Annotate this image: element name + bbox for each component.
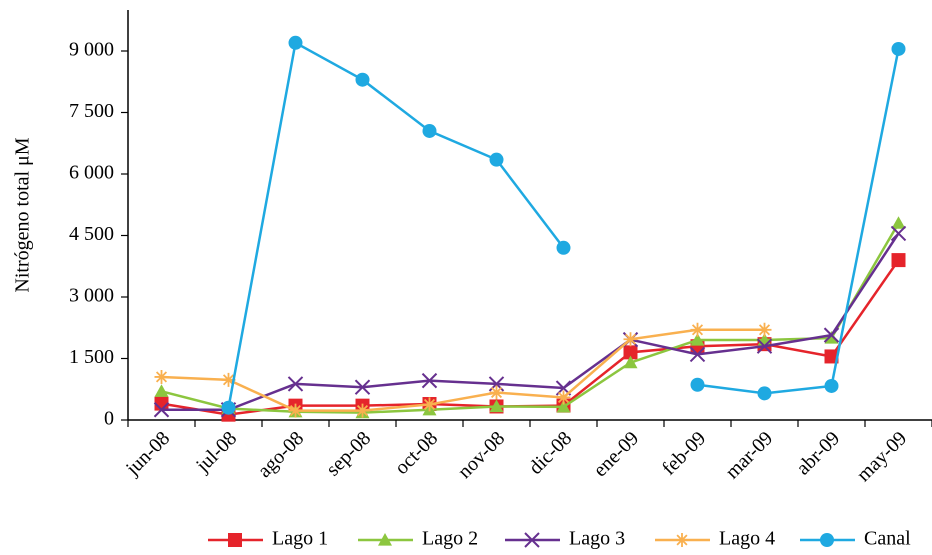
marker: [690, 333, 705, 346]
marker: [623, 355, 638, 369]
x-tick-label: oct-08: [391, 427, 443, 479]
marker: [820, 533, 834, 547]
marker: [288, 35, 303, 50]
marker: [489, 152, 504, 167]
marker: [891, 253, 906, 268]
marker: [154, 384, 169, 397]
legend-label: Lago 1: [272, 528, 328, 550]
y-tick-label: 6 000: [69, 162, 114, 184]
marker: [756, 338, 773, 354]
legend-label: Lago 2: [422, 528, 478, 550]
y-tick-label: 9 000: [69, 39, 114, 61]
y-tick-label: 4 500: [69, 223, 114, 245]
marker: [154, 369, 169, 384]
marker: [891, 41, 906, 56]
marker: [690, 322, 705, 337]
x-tick-label: feb-09: [658, 427, 710, 479]
marker: [489, 399, 504, 413]
marker: [757, 322, 772, 337]
marker: [690, 377, 705, 392]
x-tick-label: nov-08: [454, 427, 510, 483]
x-tick-label: ene-09: [589, 427, 643, 481]
marker: [355, 403, 370, 418]
x-tick-label: dic-08: [525, 427, 577, 479]
x-tick-label: abr-09: [792, 427, 844, 479]
marker: [823, 327, 840, 343]
marker: [421, 372, 438, 389]
x-tick-label: jul-08: [191, 427, 241, 477]
marker: [221, 400, 236, 415]
marker: [891, 216, 906, 229]
marker: [221, 372, 236, 387]
series-line: [161, 232, 900, 411]
y-tick-label: 1 500: [69, 346, 114, 368]
marker: [675, 533, 689, 547]
marker: [422, 123, 437, 138]
x-tick-label: jun-08: [121, 427, 174, 480]
marker: [556, 390, 571, 405]
marker: [489, 385, 504, 400]
legend-label: Canal: [864, 528, 911, 550]
y-axis-label: Nitrógeno total μM: [12, 137, 34, 292]
marker: [623, 332, 638, 347]
y-tick-label: 0: [104, 408, 114, 430]
marker: [288, 403, 303, 418]
x-tick-label: mar-09: [721, 427, 777, 483]
marker: [556, 399, 571, 413]
marker: [287, 376, 304, 392]
marker: [354, 379, 371, 395]
series-line: [161, 328, 765, 412]
marker: [824, 378, 839, 393]
series-line: [161, 222, 900, 414]
marker: [153, 402, 170, 418]
marker: [524, 532, 540, 548]
marker: [824, 331, 839, 344]
marker: [824, 349, 839, 364]
x-tick-label: ago-08: [253, 427, 308, 482]
y-tick-label: 3 000: [69, 285, 114, 307]
marker: [378, 533, 392, 546]
marker: [422, 397, 437, 412]
series-line: [227, 40, 900, 408]
marker: [623, 345, 638, 360]
marker: [757, 386, 772, 401]
y-tick-label: 7 500: [69, 100, 114, 122]
marker: [556, 240, 571, 255]
marker: [228, 533, 242, 547]
x-tick-label: sep-08: [322, 427, 375, 480]
marker: [890, 225, 907, 242]
marker: [355, 72, 370, 87]
x-tick-label: may-09: [853, 427, 912, 486]
legend-label: Lago 3: [569, 528, 625, 550]
marker: [689, 346, 706, 363]
legend-label: Lago 4: [719, 528, 775, 550]
